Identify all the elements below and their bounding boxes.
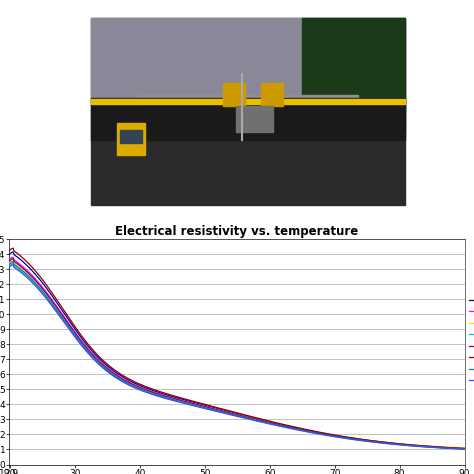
T3	[227, 410, 232, 416]
Title: Electrical resistivity vs. temperature: Electrical resistivity vs. temperature	[115, 225, 359, 238]
T1	[254, 416, 259, 421]
Line: T2: T2	[9, 257, 465, 448]
Line: T1: T1	[9, 252, 465, 449]
T5	[227, 410, 232, 416]
Line: T7: T7	[9, 262, 465, 449]
T4	[462, 446, 467, 452]
Bar	[223, 83, 245, 106]
T7	[254, 418, 259, 423]
T2	[10, 255, 16, 260]
T4	[7, 263, 12, 268]
T1	[462, 446, 467, 452]
T7	[462, 446, 467, 452]
T4	[452, 446, 457, 451]
T7	[278, 423, 284, 428]
T2	[381, 439, 386, 445]
T7	[7, 261, 12, 267]
Bar	[138, 105, 358, 109]
T3	[452, 445, 457, 450]
Line: T8: T8	[9, 264, 465, 449]
T6	[227, 408, 232, 414]
Bar	[91, 98, 405, 139]
T5	[10, 256, 16, 262]
T4	[227, 411, 232, 417]
T2	[452, 445, 457, 451]
Bar	[302, 18, 405, 130]
Line: T3: T3	[9, 260, 465, 448]
T4	[10, 260, 16, 266]
T5	[224, 409, 229, 415]
Line: T6: T6	[9, 248, 465, 448]
T8	[10, 262, 16, 267]
T3	[224, 409, 229, 415]
T4	[224, 410, 229, 416]
T6	[381, 439, 386, 445]
T3	[7, 260, 12, 265]
T4	[381, 440, 386, 446]
T5	[381, 439, 386, 445]
T3	[254, 416, 259, 422]
T7	[224, 410, 229, 416]
T6	[224, 407, 229, 413]
Bar	[236, 106, 273, 132]
T8	[278, 424, 284, 429]
T5	[7, 258, 12, 264]
T2	[462, 446, 467, 451]
T7	[227, 411, 232, 417]
Bar	[119, 130, 142, 143]
T5	[452, 445, 457, 451]
T1	[381, 439, 386, 445]
T5	[254, 417, 259, 422]
T4	[254, 418, 259, 423]
T6	[10, 246, 16, 251]
Bar	[138, 95, 358, 106]
T2	[278, 422, 284, 428]
T8	[462, 447, 467, 452]
T7	[381, 440, 386, 446]
T3	[462, 445, 467, 451]
T8	[7, 264, 12, 270]
T3	[10, 257, 16, 263]
T1	[278, 422, 284, 428]
T6	[7, 247, 12, 253]
T7	[10, 259, 16, 264]
T7	[452, 446, 457, 451]
T1	[10, 249, 16, 255]
T5	[462, 446, 467, 451]
T6	[452, 445, 457, 451]
Bar	[91, 18, 405, 205]
T1	[452, 446, 457, 451]
T2	[224, 409, 229, 414]
T5	[278, 422, 284, 428]
T3	[381, 439, 386, 445]
T1	[7, 251, 12, 257]
T2	[254, 416, 259, 422]
T6	[254, 415, 259, 421]
Bar	[91, 99, 405, 104]
T8	[227, 411, 232, 417]
T8	[254, 418, 259, 424]
T2	[227, 410, 232, 415]
T3	[278, 422, 284, 428]
T1	[227, 409, 232, 414]
T2	[7, 256, 12, 262]
T6	[278, 421, 284, 427]
Bar	[91, 18, 405, 102]
T8	[381, 440, 386, 446]
T4	[278, 423, 284, 429]
Line: T4: T4	[9, 263, 465, 449]
T1	[224, 408, 229, 414]
T8	[452, 446, 457, 452]
Line: T5: T5	[9, 259, 465, 448]
Bar	[117, 123, 145, 155]
T8	[224, 411, 229, 417]
T6	[462, 446, 467, 451]
Bar	[261, 83, 283, 106]
Legend: T1, T2, T3, T4, T5, T6, T7, T8: T1, T2, T3, T4, T5, T6, T7, T8	[469, 296, 474, 385]
